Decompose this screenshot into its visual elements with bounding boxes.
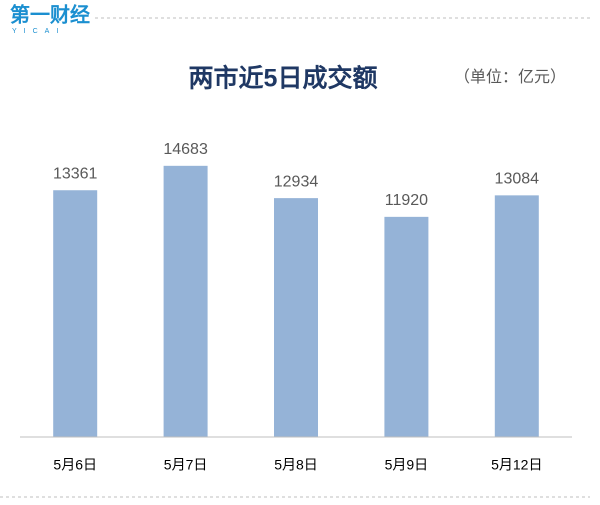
value-label: 14683 (163, 141, 208, 158)
value-label: 13084 (495, 171, 540, 188)
bar (384, 216, 429, 437)
x-tick-label: 5月7日 (164, 457, 208, 473)
x-tick-label: 5月9日 (385, 457, 429, 473)
x-tick-label: 5月6日 (53, 457, 97, 473)
unit-label: （单位：亿元） (454, 68, 566, 86)
x-tick-label: 5月12日 (491, 457, 542, 473)
bar (274, 198, 318, 437)
logo: 第一财经 (10, 2, 90, 26)
bar (163, 165, 208, 437)
bar (53, 190, 98, 437)
value-label: 13361 (53, 165, 98, 182)
bar (494, 195, 539, 437)
value-label: 12934 (274, 173, 319, 190)
logo-subtitle: YICAI (12, 28, 65, 35)
chart-title: 两市近5日成交额 (189, 64, 378, 93)
x-tick-label: 5月8日 (274, 457, 318, 473)
value-label: 11920 (385, 192, 428, 209)
